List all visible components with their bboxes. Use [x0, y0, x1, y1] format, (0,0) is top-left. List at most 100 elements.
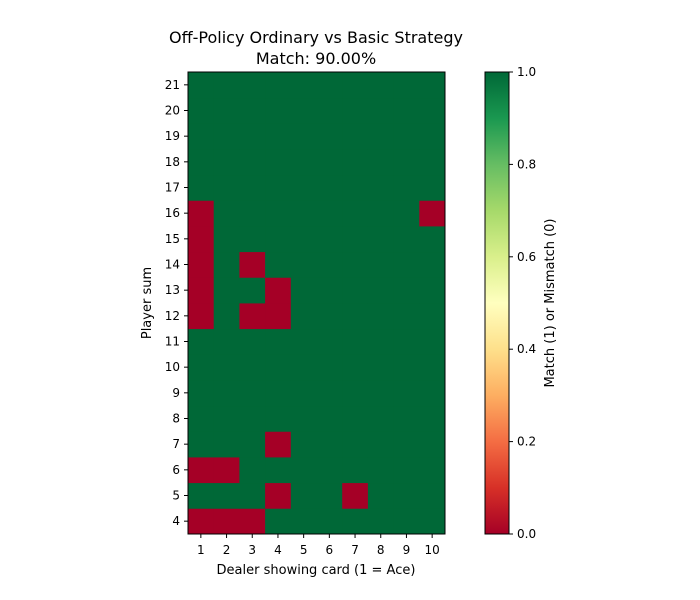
heatmap-cell	[188, 482, 215, 509]
heatmap-cell	[342, 97, 369, 124]
heatmap-cell	[419, 405, 446, 432]
heatmap-cell	[419, 482, 446, 509]
heatmap-cell	[316, 174, 343, 201]
heatmap-cell	[213, 457, 240, 484]
heatmap-cell	[213, 200, 240, 227]
x-tick-label: 3	[248, 543, 256, 557]
heatmap-cell	[265, 97, 292, 124]
heatmap-cell	[342, 354, 369, 381]
heatmap-cell	[188, 72, 215, 99]
heatmap-cell	[316, 457, 343, 484]
heatmap-cell	[213, 508, 240, 535]
heatmap-cell	[367, 277, 394, 304]
heatmap-cell	[213, 149, 240, 176]
heatmap-cell	[213, 174, 240, 201]
heatmap-cell	[188, 508, 215, 535]
heatmap-cell	[316, 72, 343, 99]
x-tick-label: 5	[300, 543, 308, 557]
heatmap-cell	[188, 303, 215, 330]
x-tick-label: 1	[197, 543, 205, 557]
heatmap-cell	[290, 97, 317, 124]
heatmap-cell	[290, 482, 317, 509]
heatmap-cell	[290, 72, 317, 99]
heatmap-cell	[265, 251, 292, 278]
y-tick-label: 16	[165, 206, 180, 220]
y-tick-label: 18	[165, 155, 180, 169]
heatmap-cell	[342, 123, 369, 150]
heatmap-cell	[265, 380, 292, 407]
heatmap-cell	[342, 457, 369, 484]
heatmap-cell	[188, 328, 215, 355]
heatmap-cell	[316, 405, 343, 432]
heatmap-cell	[239, 97, 266, 124]
heatmap-cell	[188, 405, 215, 432]
y-tick-label: 19	[165, 129, 180, 143]
heatmap-cell	[342, 328, 369, 355]
chart-subtitle: Match: 90.00%	[256, 49, 376, 68]
heatmap-cell	[213, 226, 240, 253]
heatmap-cell	[290, 328, 317, 355]
heatmap-cell	[290, 200, 317, 227]
heatmap-cell	[265, 431, 292, 458]
heatmap-cell	[265, 200, 292, 227]
heatmap-cell	[265, 508, 292, 535]
x-tick-label: 4	[274, 543, 282, 557]
heatmap-cell	[239, 226, 266, 253]
heatmap-cell	[188, 200, 215, 227]
heatmap-cell	[188, 174, 215, 201]
heatmap-cell	[316, 149, 343, 176]
heatmap-cell	[342, 431, 369, 458]
heatmap-cell	[393, 354, 420, 381]
heatmap-cell	[290, 149, 317, 176]
heatmap-cell	[239, 200, 266, 227]
heatmap-cell	[393, 508, 420, 535]
heatmap-cell	[213, 405, 240, 432]
heatmap-cell	[342, 405, 369, 432]
heatmap-cell	[239, 251, 266, 278]
heatmap-cell	[265, 303, 292, 330]
heatmap-cell	[265, 226, 292, 253]
heatmap-cell	[239, 328, 266, 355]
heatmap-cell	[342, 482, 369, 509]
y-tick-label: 5	[172, 489, 180, 503]
heatmap-cell	[188, 277, 215, 304]
heatmap-cell	[393, 277, 420, 304]
x-tick-label: 8	[377, 543, 385, 557]
heatmap-cell	[290, 277, 317, 304]
plot-frame	[187, 71, 446, 535]
x-axis-label: Dealer showing card (1 = Ace)	[217, 563, 416, 578]
heatmap-cell	[239, 508, 266, 535]
heatmap-cell	[239, 405, 266, 432]
heatmap-cell	[367, 405, 394, 432]
heatmap-cell	[419, 457, 446, 484]
heatmap-cell	[342, 251, 369, 278]
colorbar-tick-label: 1.0	[517, 65, 536, 79]
y-axis-ticks: 4 5 6 7 8 9 10 11 12 13 14 15 16 17 18 19 20 21	[165, 78, 188, 528]
heatmap-cell	[316, 303, 343, 330]
heatmap-cell	[419, 303, 446, 330]
y-tick-label: 17	[165, 181, 180, 195]
heatmap-cell	[316, 123, 343, 150]
y-tick-label: 20	[165, 104, 180, 118]
heatmap-cell	[367, 303, 394, 330]
colorbar-tick-label: 0.0	[517, 527, 536, 541]
heatmap-cell	[316, 226, 343, 253]
heatmap-cell	[265, 149, 292, 176]
heatmap-cell	[367, 482, 394, 509]
heatmap-cell	[393, 200, 420, 227]
heatmap-cell	[367, 251, 394, 278]
heatmap-cell	[290, 303, 317, 330]
heatmap-cell	[213, 380, 240, 407]
heatmap-cell	[290, 354, 317, 381]
heatmap-cell	[239, 123, 266, 150]
heatmap-cell	[265, 277, 292, 304]
heatmap-cell	[290, 380, 317, 407]
heatmap-cell	[290, 508, 317, 535]
heatmap-cell	[188, 123, 215, 150]
heatmap-cell	[342, 174, 369, 201]
colorbar-ticks: 0.0 0.2 0.4 0.6 0.8 1.0	[509, 65, 536, 541]
heatmap-cell	[290, 405, 317, 432]
heatmap-cell	[393, 328, 420, 355]
x-axis-ticks: 1 2 3 4 5 6 7 8 9 10	[197, 534, 440, 557]
